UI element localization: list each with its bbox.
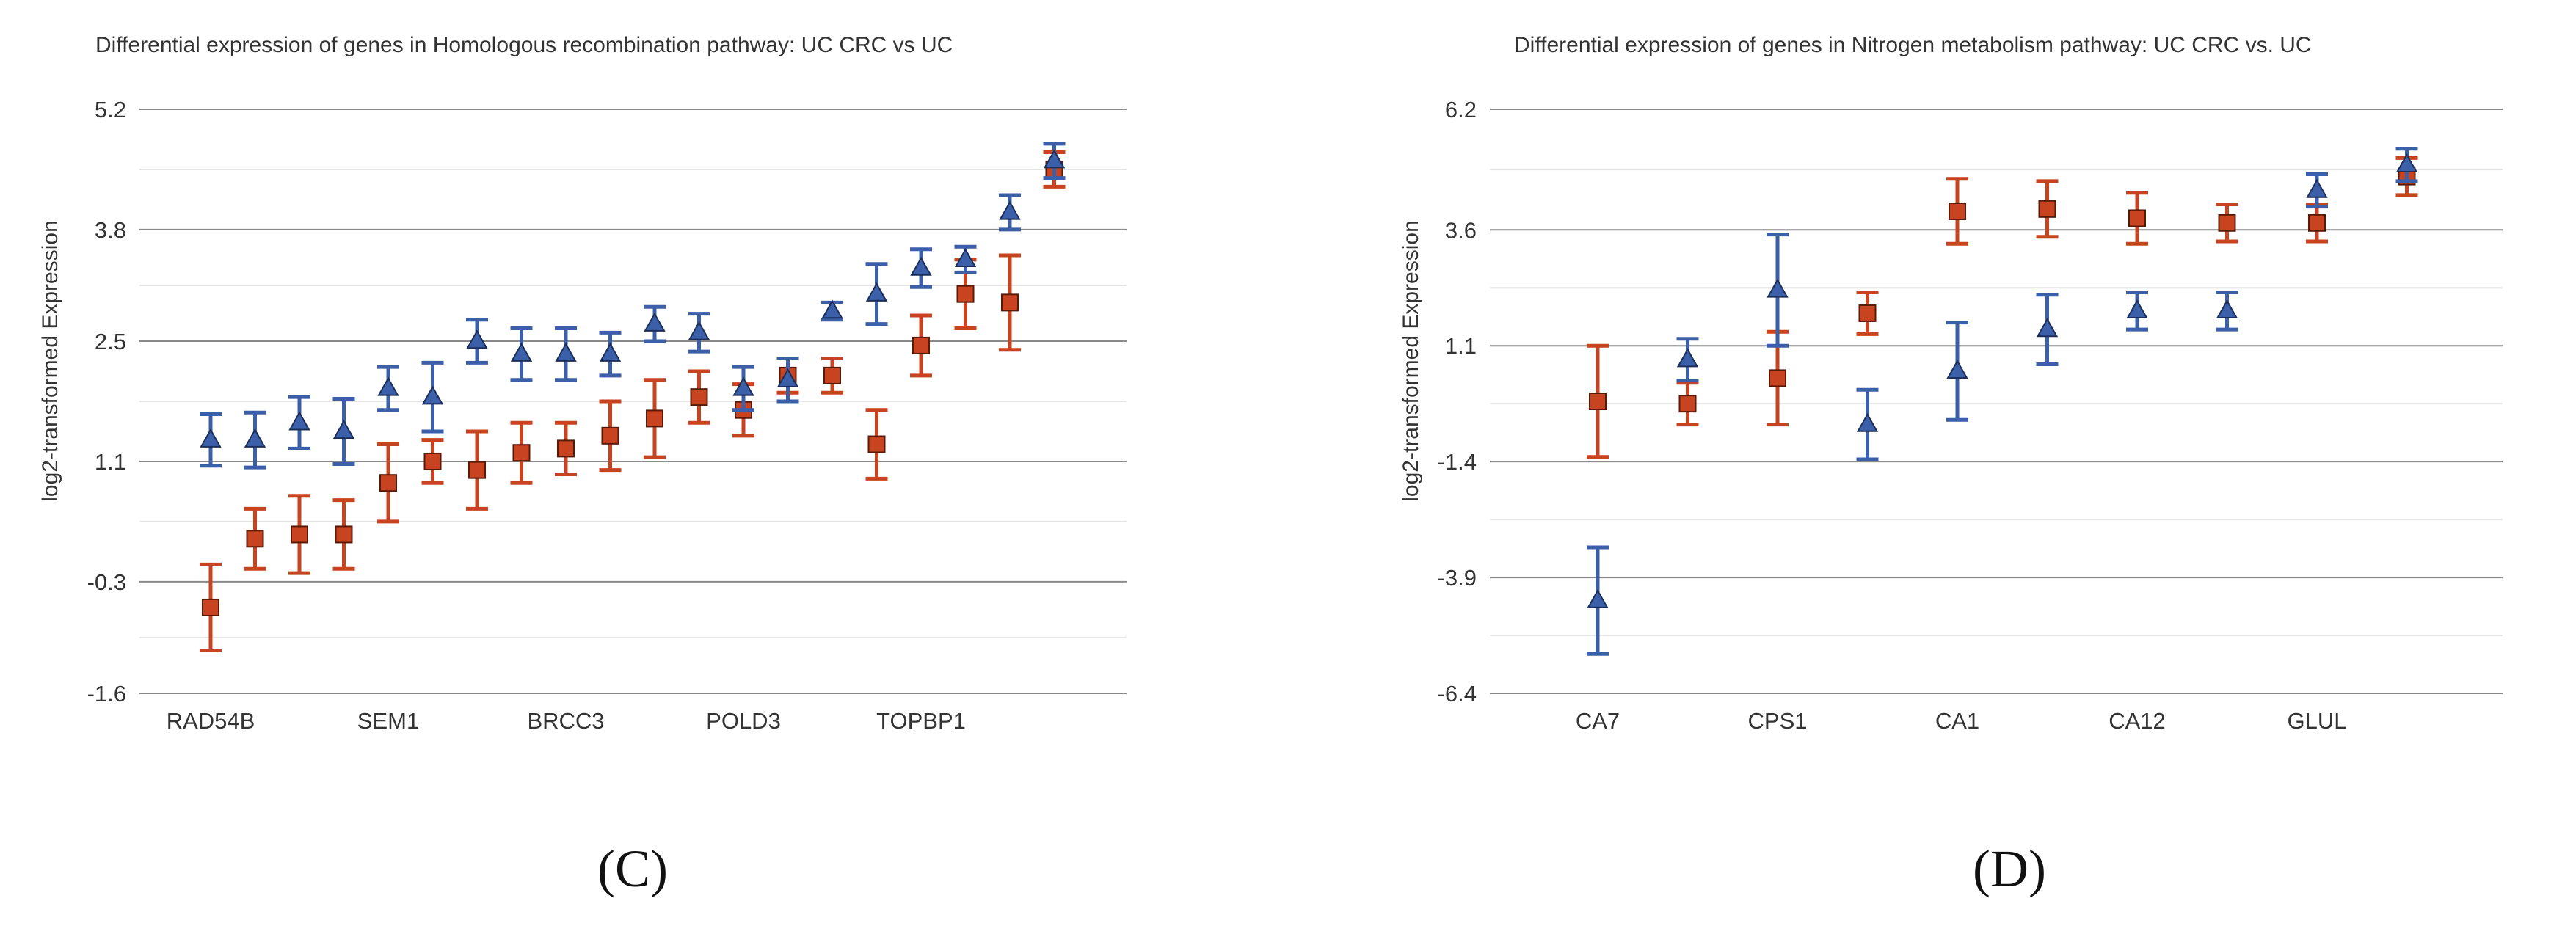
data-point-square (1678, 395, 1697, 413)
data-point-triangle (2395, 153, 2418, 173)
data-point-triangle (377, 376, 399, 396)
data-point-triangle (776, 368, 799, 387)
y-tick-label: 2.5 (95, 329, 126, 354)
data-point-triangle (510, 342, 533, 362)
data-point-square (1769, 369, 1786, 387)
data-point-triangle (999, 200, 1021, 220)
data-point-square (2218, 214, 2236, 232)
data-point-triangle (1676, 348, 1699, 368)
data-point-square (423, 452, 442, 470)
x-tick-label: SEM1 (357, 708, 419, 734)
panel-label: (D) (1973, 839, 2046, 898)
data-point-triangle (865, 282, 888, 302)
data-point-triangle (200, 428, 222, 448)
chart-title: Differential expression of genes in Nitr… (1514, 33, 2312, 57)
data-point-square (601, 426, 619, 445)
data-point-square (2128, 209, 2146, 227)
y-tick-label: 1.1 (1445, 333, 1477, 359)
x-tick-labels: CA7 CPS1 CA1 CA12 GLUL (1576, 708, 2347, 734)
chart-title: Differential expression of genes in Homo… (95, 33, 953, 57)
data-point-square (867, 435, 886, 453)
y-tick-labels: -1.6 -0.3 1.1 2.5 3.8 5.2 (87, 97, 126, 707)
series-series_a (1587, 147, 2418, 656)
x-tick-label: RAD54B (167, 708, 255, 734)
data-point-square (646, 409, 663, 428)
y-tick-label: 5.2 (95, 97, 126, 123)
data-point-square (1589, 393, 1607, 410)
data-point-square (1858, 304, 1877, 322)
x-tick-label: TOPBP1 (876, 708, 966, 734)
x-tick-label: CPS1 (1748, 708, 1808, 734)
chart-panel-d: Differential expression of genes in Nitr… (1399, 33, 2503, 898)
data-point-triangle (1946, 360, 1968, 379)
series-series_a (200, 142, 1066, 470)
data-series (200, 142, 1066, 652)
series-series_b (200, 150, 1066, 652)
data-point-triangle (1587, 588, 1609, 608)
panel-label: (C) (597, 839, 668, 898)
data-point-triangle (2306, 178, 2328, 198)
x-tick-label: GLUL (2288, 708, 2347, 734)
data-point-triangle (644, 312, 666, 332)
data-point-square (2308, 214, 2326, 232)
grid-layer (1490, 109, 2503, 694)
data-point-triangle (910, 256, 932, 276)
y-tick-label: 3.6 (1445, 217, 1477, 243)
y-tick-label: 3.8 (95, 217, 126, 243)
data-point-square (690, 388, 708, 406)
data-point-triangle (466, 329, 488, 349)
data-point-square (1001, 293, 1019, 312)
y-tick-label: -1.6 (87, 681, 126, 707)
data-point-square (379, 474, 397, 492)
y-axis-label: log2-transformed Expression (38, 220, 62, 502)
data-point-square (512, 444, 531, 462)
x-tick-label: BRCC3 (527, 708, 604, 734)
data-point-square (468, 461, 486, 479)
data-point-triangle (954, 248, 977, 268)
x-tick-label: CA7 (1576, 708, 1620, 734)
data-point-square (335, 525, 353, 544)
data-point-triangle (1043, 149, 1066, 169)
data-point-triangle (2216, 299, 2238, 319)
data-point-triangle (2036, 318, 2059, 338)
data-point-triangle (288, 411, 310, 431)
y-axis-label: log2-transformed Expression (1399, 220, 1423, 502)
x-tick-label: POLD3 (706, 708, 781, 734)
y-tick-label: 1.1 (95, 449, 126, 475)
y-tick-label: -6.4 (1438, 681, 1477, 707)
data-point-triangle (732, 376, 754, 396)
data-point-triangle (599, 342, 622, 362)
data-point-square (246, 530, 264, 548)
data-point-square (1949, 202, 1966, 220)
x-tick-label: CA1 (1935, 708, 1979, 734)
data-point-triangle (1856, 412, 1879, 432)
x-tick-label: CA12 (2109, 708, 2166, 734)
data-point-square (291, 525, 308, 544)
data-point-triangle (688, 321, 710, 340)
data-point-triangle (244, 428, 266, 448)
data-point-square (956, 285, 975, 303)
data-point-square (823, 366, 841, 384)
data-point-square (557, 439, 575, 458)
data-point-triangle (821, 299, 843, 319)
y-tick-label: -1.4 (1438, 449, 1477, 475)
data-point-square (912, 336, 930, 354)
data-point-square (2038, 200, 2056, 218)
data-series (1587, 147, 2418, 656)
data-point-triangle (332, 420, 355, 439)
chart-panel-c: Differential expression of genes in Homo… (38, 33, 1127, 898)
y-tick-label: 6.2 (1445, 97, 1477, 123)
data-point-triangle (2126, 299, 2148, 319)
x-tick-labels: RAD54B SEM1 BRCC3 POLD3 TOPBP1 (167, 708, 966, 734)
y-tick-labels: -6.4 -3.9 -1.4 1.1 3.6 6.2 (1438, 97, 1477, 707)
data-point-triangle (1767, 278, 1789, 298)
data-point-triangle (555, 342, 577, 362)
y-tick-label: -3.9 (1438, 565, 1477, 591)
series-series_b (1587, 156, 2418, 459)
y-tick-label: -0.3 (87, 569, 126, 595)
data-point-triangle (421, 385, 444, 405)
data-point-square (202, 598, 219, 616)
